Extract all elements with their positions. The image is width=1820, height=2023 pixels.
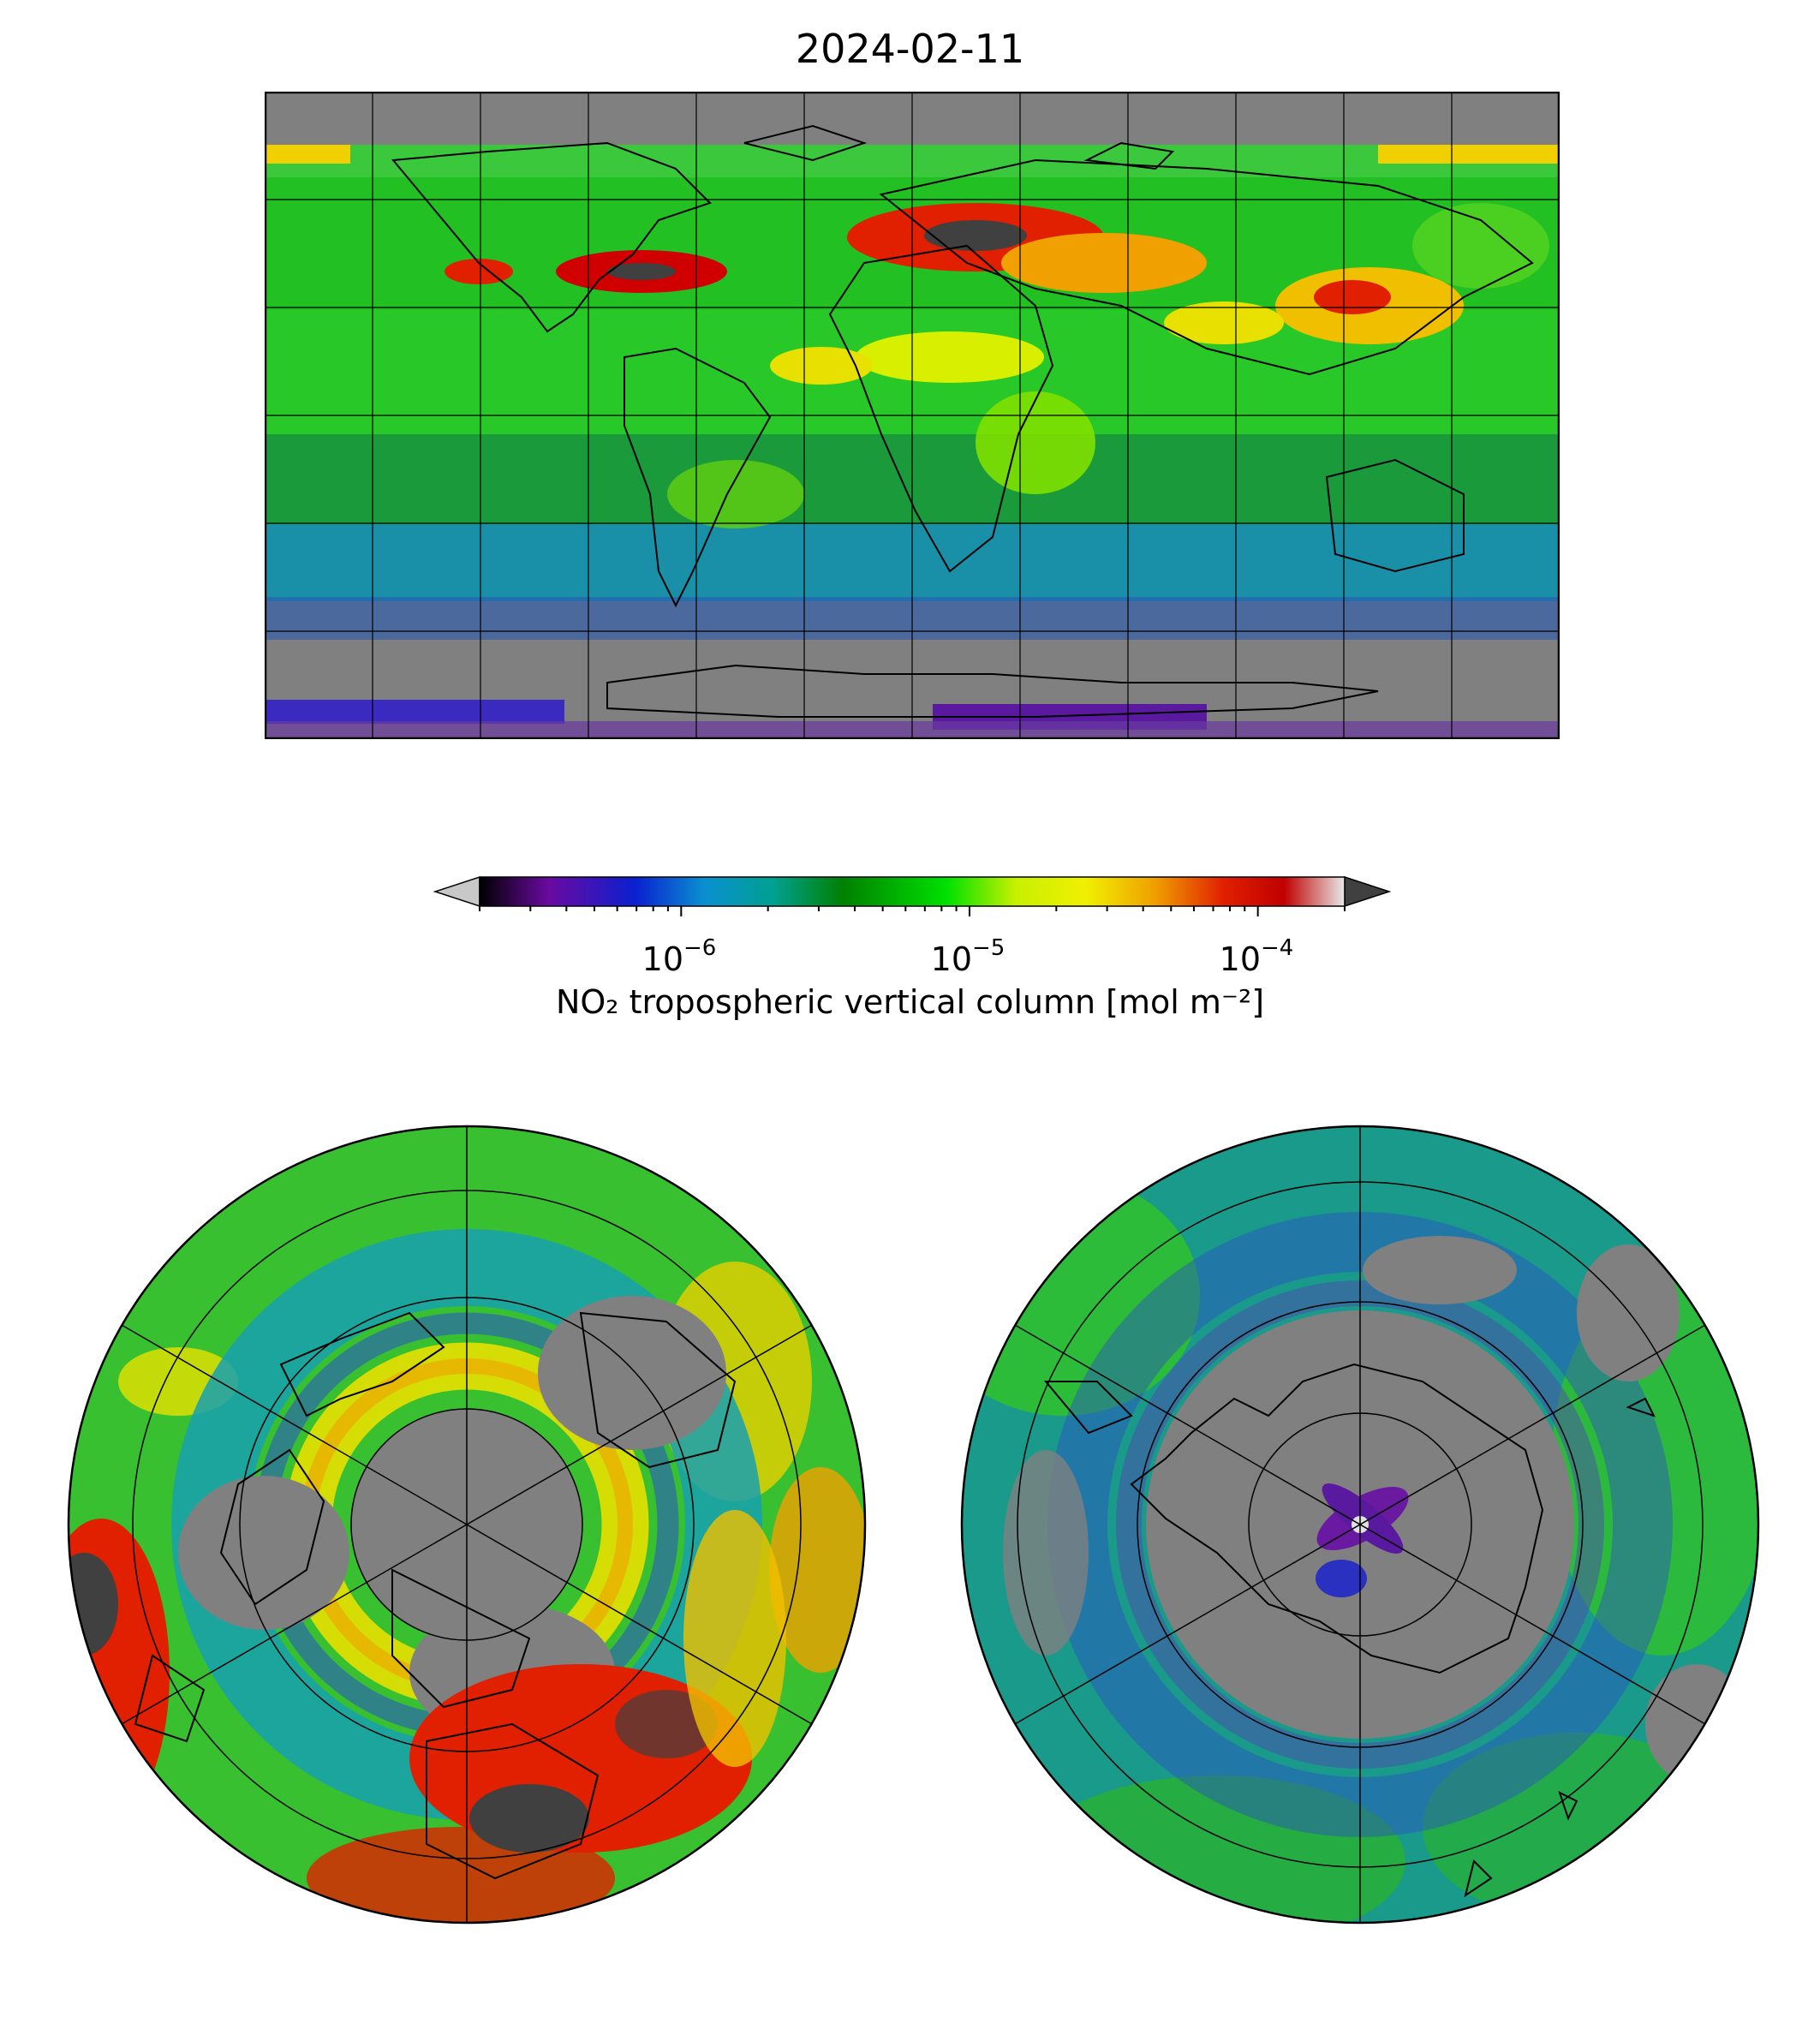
colorbar-tick-label-3: 10−4 <box>1219 935 1294 978</box>
south-map-frame <box>960 1125 1760 1925</box>
north-coastlines <box>134 1311 737 1880</box>
south-graticule <box>1014 1126 1706 1923</box>
south-coastlines <box>1043 1363 1656 1898</box>
north-graticule <box>121 1126 813 1923</box>
colorbar-label: NO₂ tropospheric vertical column [mol m⁻… <box>555 983 1265 1021</box>
colorbar-tick-label-1: 10−6 <box>641 935 717 978</box>
map-frame <box>265 92 1560 739</box>
colorbar-under-triangle <box>433 875 480 908</box>
colorbar-ticks <box>479 906 1346 916</box>
colorbar-tick-label-2: 10−5 <box>930 935 1005 978</box>
graticule <box>265 92 1560 739</box>
north-polar-map <box>67 1125 867 1925</box>
figure-title: 2024-02-11 <box>795 26 1025 72</box>
antarctic-streaks <box>1316 1483 1409 1597</box>
global-map <box>265 92 1560 739</box>
south-polar-map <box>960 1125 1760 1925</box>
north-map-frame <box>67 1125 867 1925</box>
colorbar <box>433 875 1392 916</box>
colorbar-gradient <box>479 876 1346 907</box>
coastlines <box>391 124 1534 718</box>
colorbar-over-triangle <box>1344 875 1392 908</box>
